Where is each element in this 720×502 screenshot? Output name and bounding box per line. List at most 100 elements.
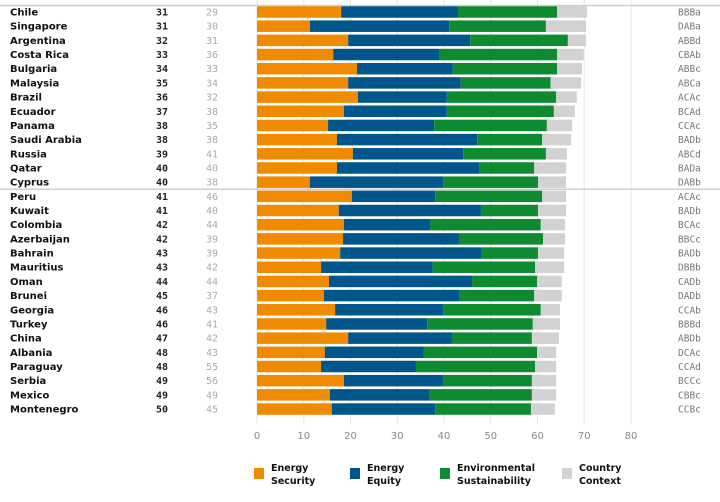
legend-swatch xyxy=(562,468,572,479)
bar-segment-environmental-sustainability xyxy=(439,48,558,61)
bar-segment-environmental-sustainability xyxy=(435,190,543,203)
bar-segment-country-context xyxy=(531,374,557,387)
bar-segment-country-context xyxy=(553,105,575,118)
bar-segment-energy-security xyxy=(257,218,344,231)
trilemma-grade-label: CCBc xyxy=(678,405,701,416)
bar-segment-environmental-sustainability xyxy=(458,6,558,18)
bar-segment-energy-security xyxy=(257,162,337,174)
bar-segment-environmental-sustainability xyxy=(458,233,544,245)
trilemma-grade-label: ACAc xyxy=(678,192,701,203)
trilemma-grade-label: ACAc xyxy=(678,93,701,104)
bar-segment-energy-equity xyxy=(343,233,459,245)
trilemma-grade-label: CCAb xyxy=(678,305,701,316)
bar-segment-energy-security xyxy=(257,77,349,89)
country-label: Paraguay xyxy=(10,362,63,373)
country-label: Cyprus xyxy=(10,178,49,189)
bar-segment-environmental-sustainability xyxy=(477,133,543,146)
bar-segment-environmental-sustainability xyxy=(429,389,532,401)
bar-segment-energy-security xyxy=(257,318,327,330)
bar-segment-country-context xyxy=(535,360,557,373)
legend-swatch xyxy=(440,468,450,479)
bar-segment-energy-equity xyxy=(357,91,447,103)
trilemma-grade-label: DABa xyxy=(678,22,701,33)
country-label: Bahrain xyxy=(10,249,54,260)
country-label: Qatar xyxy=(10,163,42,174)
bar-segment-energy-security xyxy=(257,34,349,47)
previous-rank-label: 44 xyxy=(206,220,218,231)
previous-rank-label: 46 xyxy=(206,192,218,203)
rank-label: 44 xyxy=(156,277,168,288)
rank-label: 43 xyxy=(156,249,168,260)
rank-label: 48 xyxy=(156,348,168,359)
bar-segment-energy-equity xyxy=(336,162,480,174)
previous-rank-label: 30 xyxy=(206,22,218,33)
rank-label: 50 xyxy=(156,405,168,416)
bar-segment-environmental-sustainability xyxy=(446,91,557,103)
trilemma-grade-label: DBBb xyxy=(678,263,701,274)
previous-rank-label: 32 xyxy=(206,93,218,104)
bar-segment-energy-equity xyxy=(326,318,428,330)
country-label: Oman xyxy=(10,277,43,288)
country-label: Mauritius xyxy=(10,263,64,274)
x-tick-label: 40 xyxy=(438,431,451,442)
rank-label: 46 xyxy=(156,319,168,330)
bar-segment-energy-equity xyxy=(341,6,459,18)
bar-segment-country-context xyxy=(567,34,587,47)
rank-label: 32 xyxy=(156,36,168,47)
bar-segment-energy-security xyxy=(257,119,329,132)
trilemma-grade-label: ABDb xyxy=(678,334,701,345)
bar-segment-energy-equity xyxy=(309,20,450,32)
trilemma-grade-label: BBBa xyxy=(678,8,701,19)
previous-rank-label: 33 xyxy=(206,64,218,75)
bar-segment-energy-equity xyxy=(328,275,473,288)
country-label: Malaysia xyxy=(10,78,59,89)
rank-label: 33 xyxy=(156,50,168,61)
bar-segment-country-context xyxy=(537,275,562,288)
x-tick-label: 20 xyxy=(344,431,357,442)
rank-label: 43 xyxy=(156,263,168,274)
bar-segment-country-context xyxy=(537,247,565,259)
legend-swatch xyxy=(350,468,360,479)
bar-segment-energy-equity xyxy=(324,346,424,359)
bar-segment-energy-security xyxy=(257,204,339,217)
bar-segment-energy-equity xyxy=(343,105,447,118)
bar-segment-energy-security xyxy=(257,247,341,259)
legend-label: Environmental xyxy=(457,463,535,474)
bar-segment-environmental-sustainability xyxy=(427,318,533,330)
country-label: Ecuador xyxy=(10,107,56,118)
country-label: Russia xyxy=(10,149,47,160)
legend-label: Energy xyxy=(367,463,405,474)
bar-segment-country-context xyxy=(532,318,560,330)
previous-rank-label: 42 xyxy=(206,334,218,345)
bar-segment-environmental-sustainability xyxy=(434,119,547,132)
country-label: Albania xyxy=(10,348,52,359)
legend-label: Country xyxy=(579,463,622,474)
bar-segment-energy-security xyxy=(257,304,336,316)
legend-swatch xyxy=(254,468,264,479)
rank-label: 31 xyxy=(156,22,168,33)
legend-label: Security xyxy=(271,476,316,487)
trilemma-grade-label: BCCc xyxy=(678,376,701,387)
bar-segment-energy-equity xyxy=(348,34,471,47)
bar-segment-energy-security xyxy=(257,360,322,373)
country-label: Brunei xyxy=(10,291,47,302)
rank-label: 41 xyxy=(156,192,168,203)
bar-segment-country-context xyxy=(545,148,567,160)
legend-label: Sustainability xyxy=(457,476,532,487)
bar-segment-energy-equity xyxy=(321,360,416,373)
bar-segment-environmental-sustainability xyxy=(481,247,538,259)
country-label: Azerbaijan xyxy=(10,234,70,245)
country-label: Peru xyxy=(10,192,36,203)
bar-segment-energy-security xyxy=(257,20,310,32)
bar-segment-country-context xyxy=(537,204,567,217)
trilemma-grade-label: ABCd xyxy=(678,149,701,160)
previous-rank-label: 37 xyxy=(206,291,218,302)
bar-segment-environmental-sustainability xyxy=(452,62,558,75)
previous-rank-label: 35 xyxy=(206,121,218,132)
bar-segment-energy-security xyxy=(257,91,358,103)
previous-rank-label: 38 xyxy=(206,135,218,146)
previous-rank-label: 39 xyxy=(206,234,218,245)
bar-segment-energy-security xyxy=(257,190,352,203)
trilemma-grade-label: BADa xyxy=(678,163,701,174)
